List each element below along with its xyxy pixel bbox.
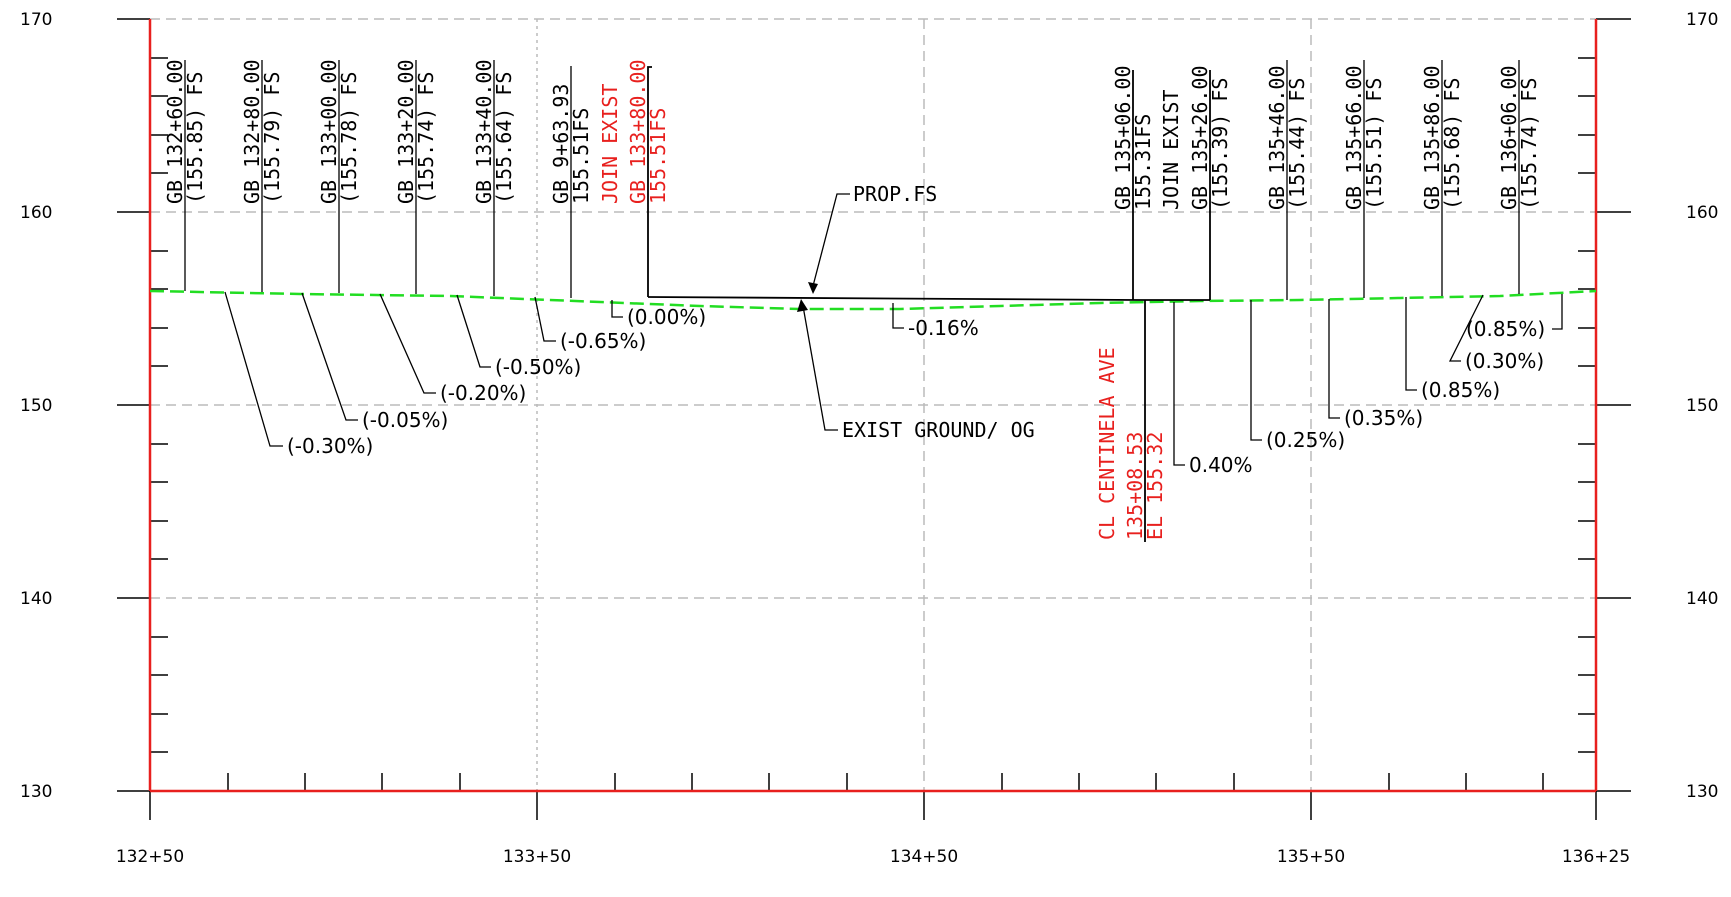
gb-label-7-join: JOIN EXIST — [598, 84, 622, 204]
centerline-elevation: EL 155.32 — [1143, 432, 1167, 540]
gb-label-3-fs: (155.78) FS — [337, 72, 361, 204]
station-label-132-50: 132+50 — [116, 847, 184, 867]
elev-label-170: 170 — [20, 10, 52, 30]
gb-label-1-fs: (155.85) FS — [183, 72, 207, 204]
prop-fs-callout: PROP.FS — [808, 182, 937, 294]
slope-label-1: (-0.30%) — [287, 434, 373, 458]
gb-label-9-join: JOIN EXIST — [1159, 90, 1183, 210]
grade-break-leaders — [184, 60, 1520, 300]
gb-label-3: GB 133+00.00 — [317, 60, 341, 205]
station-label-133-50: 133+50 — [503, 847, 571, 867]
slope-label-10: (0.35%) — [1344, 406, 1423, 430]
prop-fs-label: PROP.FS — [853, 182, 937, 206]
centerline-label: CL CENTINELA AVE — [1095, 347, 1119, 540]
elevation-labels-right: 170 160 150 140 130 — [1686, 10, 1718, 802]
gb-label-13-fs: (155.74) FS — [1517, 78, 1541, 210]
gb-label-8: GB 135+06.00 — [1111, 66, 1135, 211]
exist-ground-label: EXIST GROUND/ OG — [842, 418, 1035, 442]
gb-label-7-fs: 155.51FS — [646, 108, 670, 204]
elev-label-130: 130 — [20, 782, 52, 802]
elevation-grid — [150, 18, 1596, 599]
station-label-134-50: 134+50 — [890, 847, 958, 867]
elev-label-130-right: 130 — [1686, 782, 1718, 802]
slope-label-2: (-0.05%) — [362, 408, 448, 432]
gb-label-11-fs: (155.51) FS — [1362, 78, 1386, 210]
slope-leaders — [224, 291, 1563, 466]
slope-label-4: (-0.50%) — [495, 355, 581, 379]
elev-label-150-right: 150 — [1686, 396, 1718, 416]
elev-label-150: 150 — [20, 396, 52, 416]
slope-labels: (-0.30%) (-0.05%) (-0.20%) (-0.50%) (-0.… — [287, 305, 1545, 477]
gb-label-7: GB 133+80.00 — [626, 60, 650, 205]
gb-label-5: GB 133+40.00 — [472, 60, 496, 205]
gb-label-10-fs: (155.44) FS — [1285, 78, 1309, 210]
centerline-annotation: CL CENTINELA AVE 135+08.53 EL 155.32 — [1095, 347, 1167, 540]
slope-label-6: (0.00%) — [627, 305, 706, 329]
slope-label-9: (0.25%) — [1266, 428, 1345, 452]
elev-label-140-right: 140 — [1686, 589, 1718, 609]
slope-label-13: (0.85%) — [1466, 317, 1545, 341]
station-label-136-25: 136+25 — [1562, 847, 1630, 867]
elev-label-140: 140 — [20, 589, 52, 609]
gb-label-2: GB 132+80.00 — [240, 60, 264, 205]
slope-label-8: 0.40% — [1189, 453, 1253, 477]
proposed-fs-line — [647, 66, 1211, 542]
gb-label-12: GB 135+86.00 — [1420, 66, 1444, 211]
gb-label-5-fs: (155.64) FS — [492, 72, 516, 204]
gb-label-6: GB 9+63.93 — [549, 84, 573, 204]
slope-label-7: -0.16% — [908, 316, 979, 340]
gb-label-11: GB 135+66.00 — [1342, 66, 1366, 211]
exist-ground-callout: EXIST GROUND/ OG — [797, 299, 1035, 442]
station-grid — [536, 19, 1312, 791]
grade-break-labels: GB 132+60.00 (155.85) FS GB 132+80.00 (1… — [163, 60, 1541, 211]
tick-marks — [117, 18, 1631, 820]
station-labels: 132+50 133+50 134+50 135+50 136+25 — [116, 847, 1630, 867]
centerline-station: 135+08.53 — [1123, 432, 1147, 540]
gb-label-1: GB 132+60.00 — [163, 60, 187, 205]
gb-label-13: GB 136+06.00 — [1497, 66, 1521, 211]
existing-ground-line — [149, 289, 1597, 311]
elev-label-170-right: 170 — [1686, 10, 1718, 30]
gb-label-12-fs: (155.68) FS — [1440, 78, 1464, 210]
elevation-labels-left: 170 160 150 140 130 — [20, 10, 52, 802]
slope-label-3: (-0.20%) — [440, 381, 526, 405]
gb-label-9: GB 135+26.00 — [1188, 66, 1212, 211]
gb-label-10: GB 135+46.00 — [1265, 66, 1289, 211]
gb-label-6-fs: 155.51FS — [569, 108, 593, 204]
gb-label-4-fs: (155.74) FS — [414, 72, 438, 204]
slope-label-11: (0.85%) — [1421, 378, 1500, 402]
gb-label-4: GB 133+20.00 — [394, 60, 418, 205]
gb-label-2-fs: (155.79) FS — [260, 72, 284, 204]
profile-frame — [148, 19, 1598, 793]
gb-label-9-fs: (155.39) FS — [1208, 78, 1232, 210]
elev-label-160: 160 — [20, 203, 52, 223]
slope-label-12: (0.30%) — [1465, 349, 1544, 373]
station-label-135-50: 135+50 — [1277, 847, 1345, 867]
slope-label-5: (-0.65%) — [560, 329, 646, 353]
elev-label-160-right: 160 — [1686, 203, 1718, 223]
gb-label-8-fs: 155.31FS — [1131, 114, 1155, 210]
